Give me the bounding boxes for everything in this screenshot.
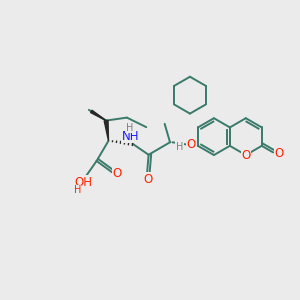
Text: H: H [126, 123, 133, 133]
Text: O: O [187, 138, 196, 151]
Text: O: O [144, 172, 153, 186]
Text: O: O [241, 148, 250, 162]
Polygon shape [91, 110, 106, 121]
Text: O: O [274, 147, 284, 160]
Text: O: O [113, 167, 122, 180]
Text: NH: NH [122, 130, 140, 142]
Polygon shape [104, 120, 109, 141]
Text: H: H [176, 142, 183, 152]
Text: H: H [74, 185, 81, 195]
Text: OH: OH [75, 176, 93, 189]
